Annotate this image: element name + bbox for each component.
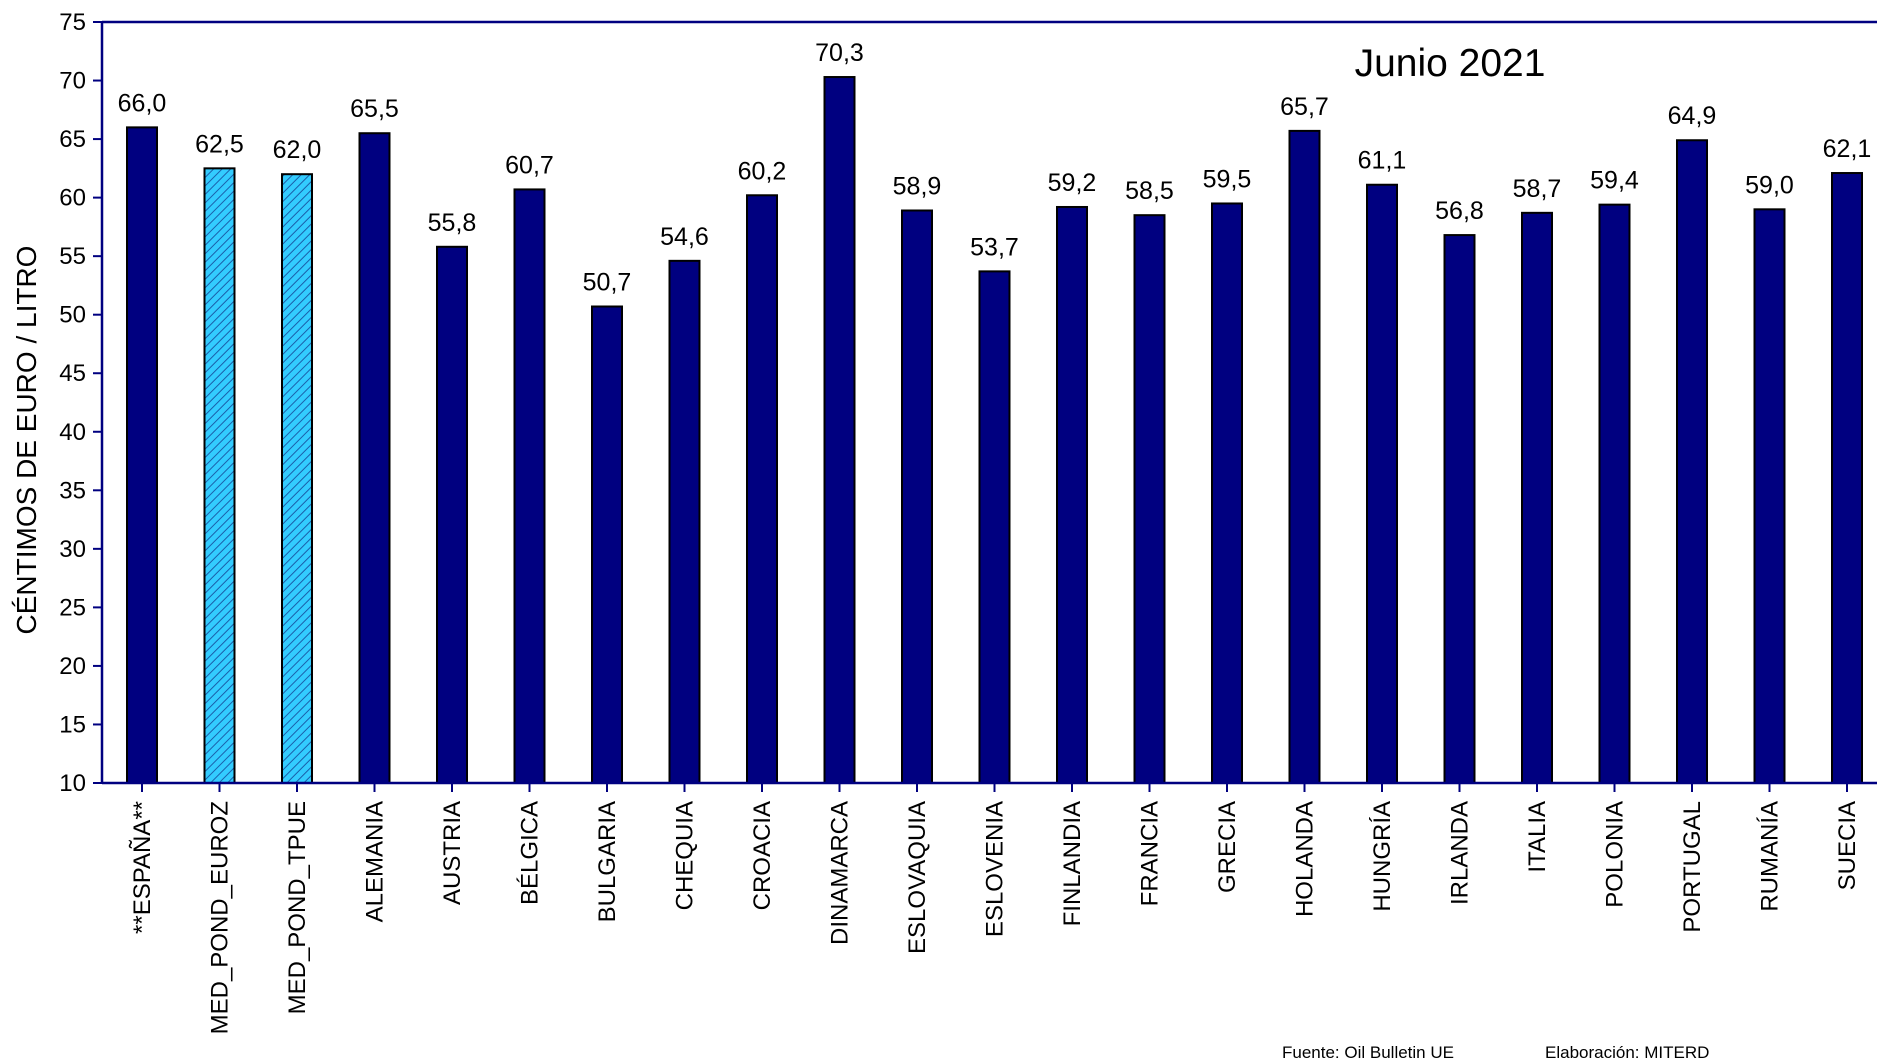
bar bbox=[281, 173, 313, 784]
data-label: 62,5 bbox=[195, 130, 244, 158]
data-label: 55,8 bbox=[428, 209, 477, 237]
y-tick-label: 30 bbox=[59, 536, 86, 563]
y-tick-label: 20 bbox=[59, 653, 86, 680]
data-label: 56,8 bbox=[1435, 197, 1484, 225]
bar bbox=[1521, 211, 1553, 784]
x-tick-label: SUECIA bbox=[1834, 801, 1861, 890]
y-tick-label: 65 bbox=[59, 126, 86, 153]
x-tick-label: GRECIA bbox=[1214, 801, 1241, 893]
category-labels: **ESPAÑA** MED_POND_EUROZ MED_POND_TPUE ALE… bbox=[129, 783, 1861, 1034]
y-tick-label: 60 bbox=[59, 185, 86, 212]
data-label: 59,2 bbox=[1048, 169, 1097, 197]
bar bbox=[1443, 234, 1476, 784]
x-tick-label: FINLANDIA bbox=[1059, 801, 1086, 926]
bar bbox=[1056, 205, 1088, 784]
y-tick-label: 40 bbox=[59, 419, 86, 446]
data-label: 66,0 bbox=[118, 89, 167, 117]
credit-note: Elaboración: MITERD bbox=[1545, 1043, 1709, 1058]
bar bbox=[901, 209, 933, 785]
x-tick-label: BÉLGICA bbox=[517, 801, 544, 905]
x-tick-label: MED_POND_TPUE bbox=[284, 801, 311, 1014]
bar bbox=[978, 270, 1011, 784]
bar bbox=[1211, 202, 1243, 784]
data-label: 65,7 bbox=[1280, 93, 1329, 121]
data-label: 54,6 bbox=[660, 223, 709, 251]
x-tick-label: BULGARIA bbox=[594, 801, 621, 922]
y-tick-label: 55 bbox=[59, 243, 86, 270]
x-tick-label: IRLANDA bbox=[1447, 801, 1474, 905]
bar bbox=[1831, 172, 1863, 784]
bar bbox=[1598, 203, 1631, 784]
bar bbox=[126, 126, 158, 785]
bar bbox=[1753, 208, 1786, 785]
data-label: 50,7 bbox=[583, 268, 632, 296]
data-label: 60,7 bbox=[505, 151, 554, 179]
data-label: 58,7 bbox=[1513, 175, 1562, 203]
y-tick-label: 75 bbox=[59, 9, 86, 36]
x-tick-label: ESLOVAQUIA bbox=[904, 801, 931, 954]
chart-title: Junio 2021 bbox=[1355, 42, 1546, 85]
y-tick-label: 50 bbox=[59, 302, 86, 329]
x-tick-label: **ESPAÑA** bbox=[129, 801, 156, 934]
data-label: 59,4 bbox=[1590, 167, 1639, 195]
bar bbox=[591, 305, 623, 784]
x-tick-label: ITALIA bbox=[1524, 801, 1551, 873]
x-tick-label: AUSTRIA bbox=[439, 801, 466, 905]
x-tick-label: FRANCIA bbox=[1137, 801, 1164, 906]
x-tick-label: ALEMANIA bbox=[362, 801, 389, 922]
data-label: 58,5 bbox=[1125, 177, 1174, 205]
y-axis: 10 15 20 25 30 35 40 45 50 55 60 65 70 75 bbox=[59, 9, 102, 797]
data-label: 53,7 bbox=[970, 233, 1019, 261]
x-tick-label: PORTUGAL bbox=[1679, 801, 1706, 933]
x-tick-label: DINAMARCA bbox=[827, 801, 854, 945]
x-tick-label: HOLANDA bbox=[1292, 801, 1319, 917]
data-label: 62,1 bbox=[1823, 135, 1872, 163]
bar bbox=[203, 167, 236, 785]
y-tick-label: 25 bbox=[59, 594, 86, 621]
data-label: 62,0 bbox=[273, 136, 322, 164]
x-tick-label: CROACIA bbox=[749, 801, 776, 910]
bars: 66,0 62,5 62,0 65,5 55,8 60,7 50,7 54,6 60,2 70,3… bbox=[118, 39, 1872, 785]
y-tick-label: 15 bbox=[59, 711, 86, 738]
bar bbox=[1366, 183, 1398, 784]
axes bbox=[100, 20, 1877, 785]
y-tick-label: 35 bbox=[59, 477, 86, 504]
data-label: 70,3 bbox=[815, 39, 864, 67]
source-note: Fuente: Oil Bulletin UE bbox=[1282, 1043, 1454, 1058]
y-axis-title: CÉNTIMOS DE EURO / LITRO bbox=[11, 246, 42, 635]
bar bbox=[358, 132, 391, 784]
y-tick-label: 45 bbox=[59, 360, 86, 387]
bar bbox=[513, 188, 546, 785]
bar bbox=[746, 194, 778, 784]
data-label: 60,2 bbox=[738, 157, 787, 185]
bar bbox=[668, 259, 701, 784]
x-tick-label: ESLOVENIA bbox=[982, 801, 1009, 937]
bar bbox=[1676, 139, 1708, 785]
y-tick-label: 10 bbox=[59, 770, 86, 797]
bar bbox=[1133, 214, 1166, 784]
y-tick-label: 70 bbox=[59, 68, 86, 95]
data-label: 61,1 bbox=[1358, 147, 1407, 175]
bar bbox=[436, 245, 468, 784]
x-tick-label: POLONIA bbox=[1602, 801, 1629, 908]
x-tick-label: RUMANÍA bbox=[1757, 801, 1784, 912]
data-label: 58,9 bbox=[893, 172, 942, 200]
data-label: 65,5 bbox=[350, 95, 399, 123]
data-label: 64,9 bbox=[1668, 102, 1717, 130]
x-tick-label: MED_POND_EUROZ bbox=[207, 801, 234, 1034]
x-tick-label: CHEQUIA bbox=[672, 801, 699, 910]
data-label: 59,5 bbox=[1203, 165, 1252, 193]
x-tick-label: HUNGRÍA bbox=[1369, 801, 1396, 912]
data-label: 59,0 bbox=[1745, 171, 1794, 199]
bar bbox=[823, 76, 856, 784]
bar bbox=[1288, 129, 1321, 785]
